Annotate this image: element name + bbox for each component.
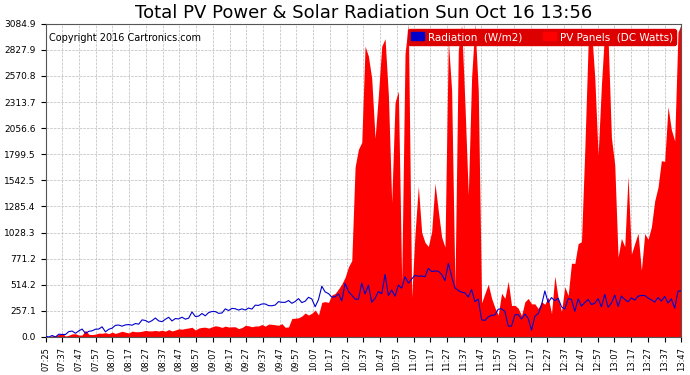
Legend: Radiation  (W/m2), PV Panels  (DC Watts): Radiation (W/m2), PV Panels (DC Watts) (408, 29, 676, 45)
Title: Total PV Power & Solar Radiation Sun Oct 16 13:56: Total PV Power & Solar Radiation Sun Oct… (135, 4, 592, 22)
Text: Copyright 2016 Cartronics.com: Copyright 2016 Cartronics.com (49, 33, 201, 43)
